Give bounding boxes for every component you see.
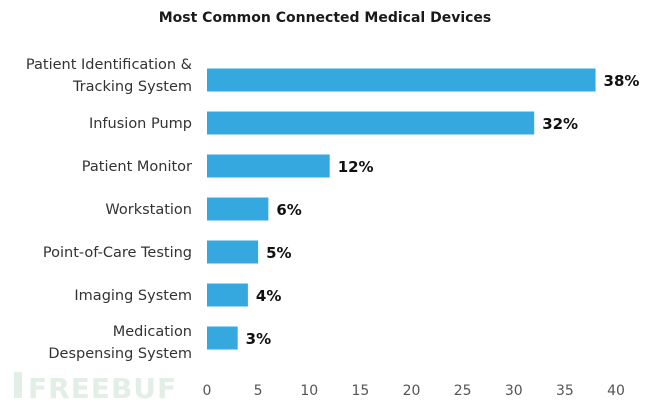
x-tick-label: 35: [556, 383, 574, 399]
category-label: Point-of-Care Testing: [43, 245, 192, 261]
x-tick-label: 0: [203, 383, 212, 399]
bar: [207, 240, 259, 264]
category-label: Medication: [113, 324, 192, 340]
category-label: Tracking System: [72, 79, 192, 95]
bars-group: 38% Patient Identification & Tracking Syst…: [26, 57, 640, 362]
data-label: 32%: [542, 115, 578, 133]
bar: [207, 154, 330, 178]
chart-title: Most Common Connected Medical Devices: [159, 10, 492, 26]
data-label: 5%: [266, 244, 291, 262]
x-tick-label: 15: [351, 383, 369, 399]
bar: [207, 111, 535, 135]
category-label: Patient Identification &: [26, 57, 192, 73]
category-label: Patient Monitor: [82, 159, 192, 175]
bar: [207, 326, 238, 350]
category-label: Despensing System: [48, 346, 192, 362]
data-label: 3%: [246, 330, 271, 348]
x-tick-label: 5: [254, 383, 263, 399]
watermark: FREEBUF: [14, 372, 177, 402]
bar: [207, 68, 596, 92]
watermark-text: FREEBUF: [28, 372, 177, 402]
category-label: Workstation: [105, 202, 192, 218]
data-label: 4%: [256, 287, 281, 305]
x-axis: 0 5 10 15 20 25 30 35 40: [203, 383, 625, 399]
category-label: Imaging System: [74, 288, 192, 304]
data-label: 6%: [276, 201, 301, 219]
data-label: 12%: [338, 158, 374, 176]
data-label: 38%: [604, 72, 640, 90]
bar: [207, 283, 248, 307]
category-label: Infusion Pump: [89, 116, 192, 132]
watermark-bar: [14, 372, 22, 398]
x-tick-label: 25: [454, 383, 472, 399]
x-tick-label: 30: [505, 383, 523, 399]
x-tick-label: 40: [607, 383, 625, 399]
x-tick-label: 20: [403, 383, 421, 399]
bar: [207, 197, 269, 221]
x-tick-label: 10: [300, 383, 318, 399]
